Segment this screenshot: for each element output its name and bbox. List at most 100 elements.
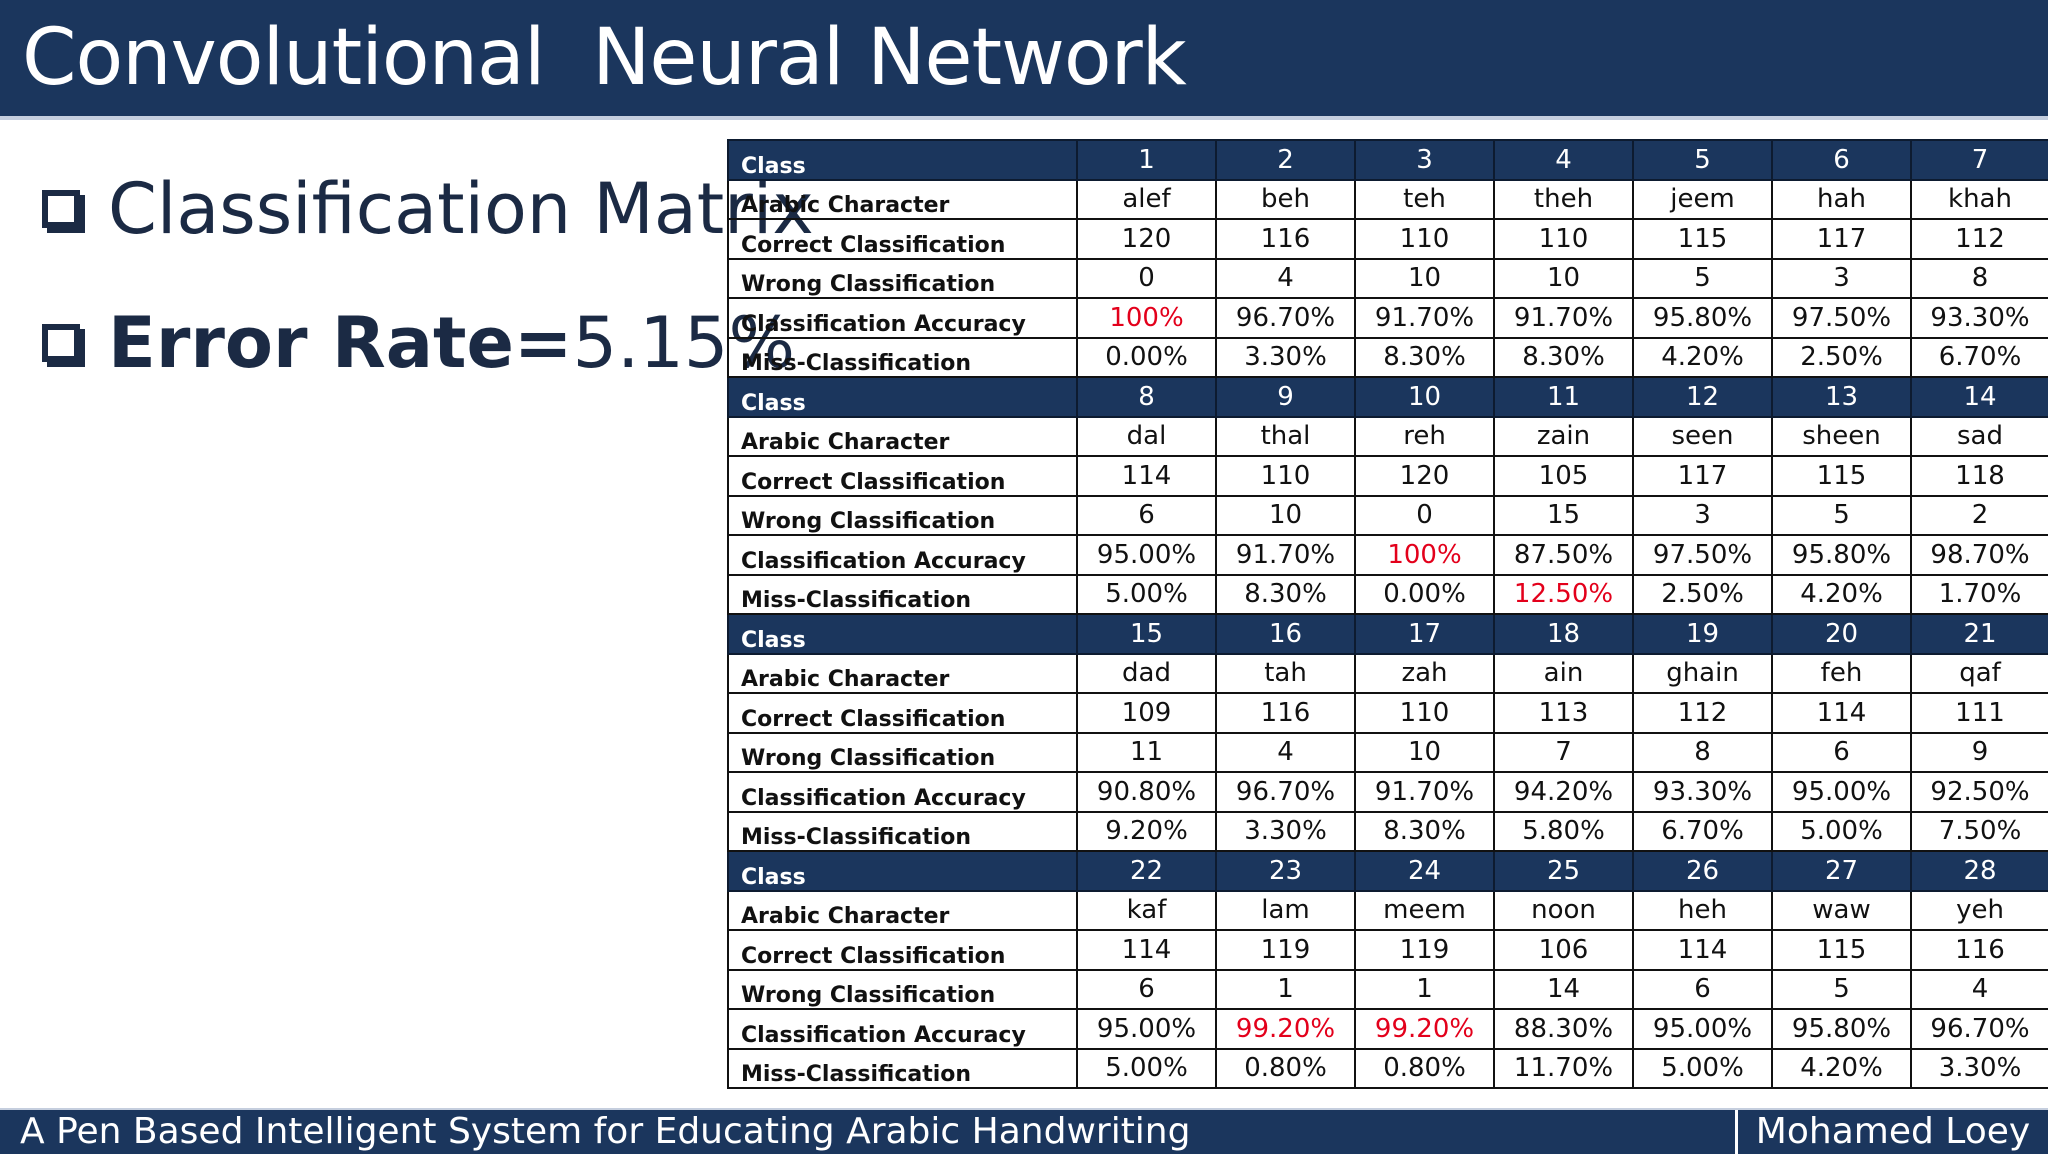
correct-classification-row: Correct Classification 114 119 119 106 114 115… [727, 929, 2048, 971]
table-cell: 5.00% [1076, 1047, 1217, 1089]
table-cell: 8.30% [1354, 336, 1495, 378]
table-cell: 0 [1354, 494, 1495, 536]
table-cell: 91.70% [1215, 534, 1356, 576]
table-cell: 2 [1910, 494, 2048, 536]
table-cell: 7.50% [1910, 810, 2048, 852]
table-cell: 116 [1215, 218, 1356, 260]
table-cell: 24 [1354, 850, 1495, 892]
table-cell: yeh [1910, 889, 2048, 931]
table-cell: 0 [1076, 257, 1217, 299]
table-cell: 8 [1076, 376, 1217, 418]
table-cell: 115 [1632, 218, 1773, 260]
table-cell: 8.30% [1354, 810, 1495, 852]
table-cell: kaf [1076, 889, 1217, 931]
table-cell: 114 [1632, 929, 1773, 971]
table-cell: 109 [1076, 692, 1217, 734]
table-cell: 98.70% [1910, 534, 2048, 576]
row-label: Miss-Classification [727, 573, 1078, 615]
table-cell: 4.20% [1632, 336, 1773, 378]
class-row: Class 15 16 17 18 19 20 21 [727, 613, 2048, 655]
table-cell: 119 [1215, 929, 1356, 971]
table-cell: beh [1215, 178, 1356, 220]
table-cell: 2.50% [1771, 336, 1912, 378]
table-cell: zain [1493, 415, 1634, 457]
bullet-text: Classification Matrix [108, 168, 814, 250]
table-cell: 14 [1910, 376, 2048, 418]
correct-classification-row: Correct Classification 120 116 110 110 115 117… [727, 218, 2048, 260]
table-cell: 8.30% [1493, 336, 1634, 378]
table-cell: 105 [1493, 455, 1634, 497]
table-cell: 11 [1076, 731, 1217, 773]
table-cell: 23 [1215, 850, 1356, 892]
wrong-classification-row: Wrong Classification 6 10 0 15 3 5 2 [727, 494, 2048, 536]
row-label: Classification Accuracy [727, 297, 1078, 339]
correct-classification-row: Correct Classification 114 110 120 105 117 115… [727, 455, 2048, 497]
table-cell: 5.00% [1771, 810, 1912, 852]
table-cell: sheen [1771, 415, 1912, 457]
row-label: Classification Accuracy [727, 534, 1078, 576]
footer-bar: A Pen Based Intelligent System for Educa… [0, 1108, 2048, 1154]
checkbox-bullet-icon [42, 190, 85, 233]
arabic-character-row: Arabic Character dad tah zah ain ghain feh qaf [727, 652, 2048, 694]
table-cell: 8.30% [1215, 573, 1356, 615]
table-cell: 8 [1632, 731, 1773, 773]
table-cell: 10 [1215, 494, 1356, 536]
row-label: Class [727, 613, 1078, 655]
table-cell: 19 [1632, 613, 1773, 655]
bullet-classification-matrix: Classification Matrix [42, 168, 814, 250]
table-cell: 9.20% [1076, 810, 1217, 852]
table-cell: noon [1493, 889, 1634, 931]
footer-author: Mohamed Loey [1735, 1110, 2048, 1154]
wrong-classification-row: Wrong Classification 6 1 1 14 6 5 4 [727, 968, 2048, 1010]
table-cell: 6 [1076, 968, 1217, 1010]
table-cell: 20 [1771, 613, 1912, 655]
table-cell: 14 [1493, 968, 1634, 1010]
table-cell: 16 [1215, 613, 1356, 655]
table-cell: 6.70% [1910, 336, 2048, 378]
table-cell: 116 [1215, 692, 1356, 734]
row-label: Arabic Character [727, 652, 1078, 694]
table-cell: 117 [1771, 218, 1912, 260]
table-cell: dad [1076, 652, 1217, 694]
table-cell: 3.30% [1910, 1047, 2048, 1089]
table-cell: 95.00% [1076, 534, 1217, 576]
table-cell: 0.80% [1354, 1047, 1495, 1089]
table-cell: 112 [1632, 692, 1773, 734]
table-cell: 96.70% [1910, 1008, 2048, 1050]
table-cell: 114 [1771, 692, 1912, 734]
table-cell: heh [1632, 889, 1773, 931]
table-cell: sad [1910, 415, 2048, 457]
class-row: Class 1 2 3 4 5 6 7 [727, 139, 2048, 181]
row-label: Class [727, 850, 1078, 892]
miss-classification-row: Miss-Classification 9.20% 3.30% 8.30% 5.80% 6… [727, 810, 2048, 852]
table-cell: 7 [1910, 139, 2048, 181]
table-cell: qaf [1910, 652, 2048, 694]
table-cell: 10 [1354, 376, 1495, 418]
title-bar: Convolutional Neural Network [0, 0, 2048, 120]
row-label: Arabic Character [727, 889, 1078, 931]
table-cell: 96.70% [1215, 297, 1356, 339]
correct-classification-row: Correct Classification 109 116 110 113 112 114… [727, 692, 2048, 734]
table-cell: 110 [1354, 218, 1495, 260]
table-cell: thal [1215, 415, 1356, 457]
table-cell: 95.00% [1076, 1008, 1217, 1050]
table-cell: 95.00% [1632, 1008, 1773, 1050]
classification-accuracy-row: Classification Accuracy 95.00% 99.20% 99.20… [727, 1008, 2048, 1050]
table-cell: 4.20% [1771, 573, 1912, 615]
arabic-character-row: Arabic Character dal thal reh zain seen sheen s… [727, 415, 2048, 457]
table-cell: 114 [1076, 455, 1217, 497]
table-cell: 97.50% [1632, 534, 1773, 576]
table-cell: 5.00% [1076, 573, 1217, 615]
row-label: Wrong Classification [727, 968, 1078, 1010]
table-cell: 116 [1910, 929, 2048, 971]
table-cell: zah [1354, 652, 1495, 694]
table-cell: 4.20% [1771, 1047, 1912, 1089]
table-cell: 10 [1354, 257, 1495, 299]
row-label: Classification Accuracy [727, 771, 1078, 813]
table-cell: 92.50% [1910, 771, 2048, 813]
table-cell: 3.30% [1215, 810, 1356, 852]
table-cell: 1.70% [1910, 573, 2048, 615]
table-cell: 0.80% [1215, 1047, 1356, 1089]
row-label: Classification Accuracy [727, 1008, 1078, 1050]
classification-accuracy-row: Classification Accuracy 100% 96.70% 91.70% 9… [727, 297, 2048, 339]
